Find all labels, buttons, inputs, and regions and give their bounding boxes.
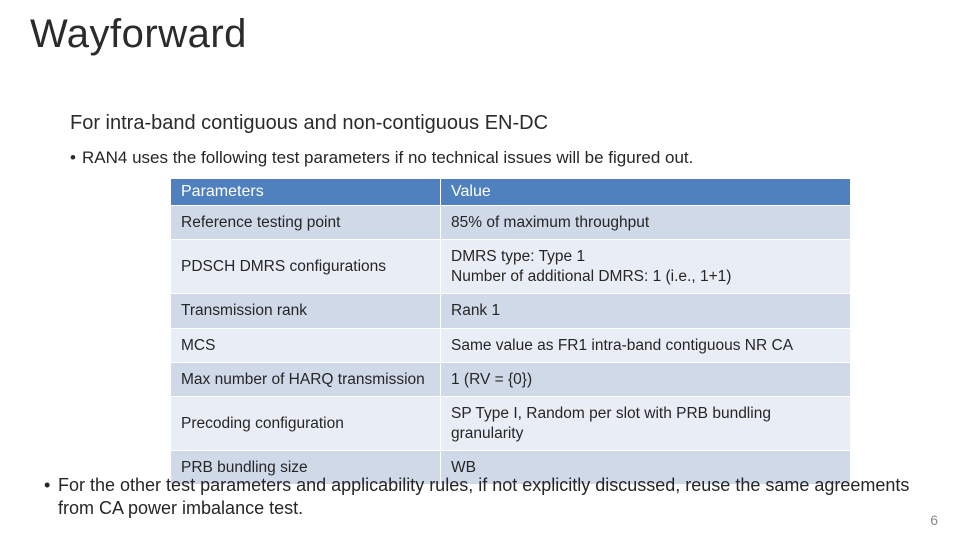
page-number: 6 bbox=[930, 512, 938, 528]
table-cell-value: 85% of maximum throughput bbox=[441, 206, 851, 240]
slide: Wayforward For intra-band contiguous and… bbox=[0, 0, 960, 540]
parameters-table: Parameters Value Reference testing point… bbox=[170, 178, 851, 485]
slide-title: Wayforward bbox=[30, 12, 247, 57]
table-cell-value: DMRS type: Type 1Number of additional DM… bbox=[441, 240, 851, 294]
table-header-row: Parameters Value bbox=[171, 179, 851, 206]
table-cell-value: Rank 1 bbox=[441, 294, 851, 328]
table-cell-param: MCS bbox=[171, 328, 441, 362]
table-header-value: Value bbox=[441, 179, 851, 206]
parameters-table-wrap: Parameters Value Reference testing point… bbox=[170, 178, 850, 485]
table-row: Reference testing point 85% of maximum t… bbox=[171, 206, 851, 240]
table-row: PDSCH DMRS configurations DMRS type: Typ… bbox=[171, 240, 851, 294]
table-cell-param: Precoding configuration bbox=[171, 397, 441, 451]
table-row: MCS Same value as FR1 intra-band contigu… bbox=[171, 328, 851, 362]
table-cell-value: 1 (RV = {0}) bbox=[441, 362, 851, 396]
table-cell-param: PDSCH DMRS configurations bbox=[171, 240, 441, 294]
bullet-reuse-agreements: For the other test parameters and applic… bbox=[58, 474, 920, 519]
table-row: Max number of HARQ transmission 1 (RV = … bbox=[171, 362, 851, 396]
table-cell-param: Reference testing point bbox=[171, 206, 441, 240]
table-cell-value: Same value as FR1 intra-band contiguous … bbox=[441, 328, 851, 362]
table-cell-value: SP Type I, Random per slot with PRB bund… bbox=[441, 397, 851, 451]
bullet-test-params: RAN4 uses the following test parameters … bbox=[82, 148, 693, 168]
slide-subtitle: For intra-band contiguous and non-contig… bbox=[70, 112, 548, 135]
table-cell-param: Transmission rank bbox=[171, 294, 441, 328]
table-cell-param: Max number of HARQ transmission bbox=[171, 362, 441, 396]
table-header-parameters: Parameters bbox=[171, 179, 441, 206]
table-row: Precoding configuration SP Type I, Rando… bbox=[171, 397, 851, 451]
table-row: Transmission rank Rank 1 bbox=[171, 294, 851, 328]
